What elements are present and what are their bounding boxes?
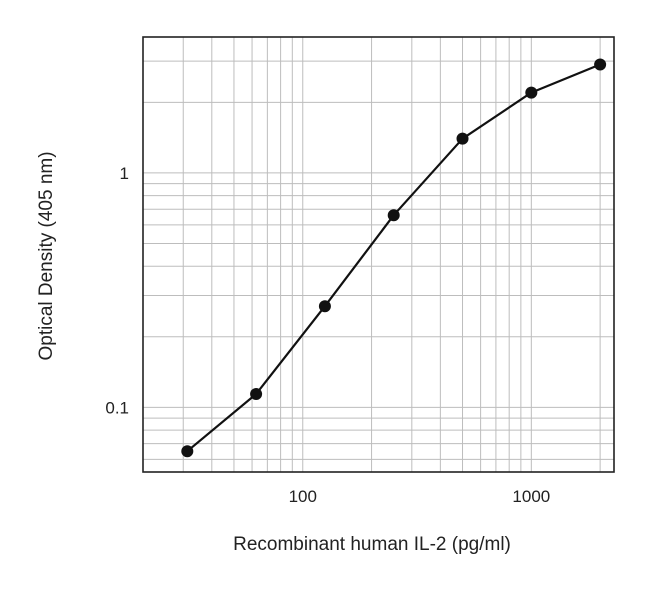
data-point bbox=[525, 86, 538, 99]
tick-labels: 100 1000 0.1 1 bbox=[105, 164, 550, 506]
y-axis-label: Optical Density (405 nm) bbox=[36, 151, 57, 360]
data-series bbox=[181, 58, 607, 458]
y-tick-label: 0.1 bbox=[105, 398, 129, 417]
grid bbox=[143, 37, 614, 472]
y-tick-label: 1 bbox=[120, 164, 129, 183]
data-point bbox=[318, 300, 331, 313]
data-point bbox=[250, 388, 263, 401]
data-point bbox=[594, 58, 607, 71]
plot-frame bbox=[142, 36, 615, 473]
data-point bbox=[181, 445, 194, 458]
x-tick-label: 1000 bbox=[512, 487, 550, 506]
data-point bbox=[387, 209, 400, 222]
series-line bbox=[186, 63, 601, 453]
x-axis-label: Recombinant human IL-2 (pg/ml) bbox=[233, 534, 511, 555]
x-tick-label: 100 bbox=[289, 487, 317, 506]
data-point bbox=[456, 132, 469, 145]
